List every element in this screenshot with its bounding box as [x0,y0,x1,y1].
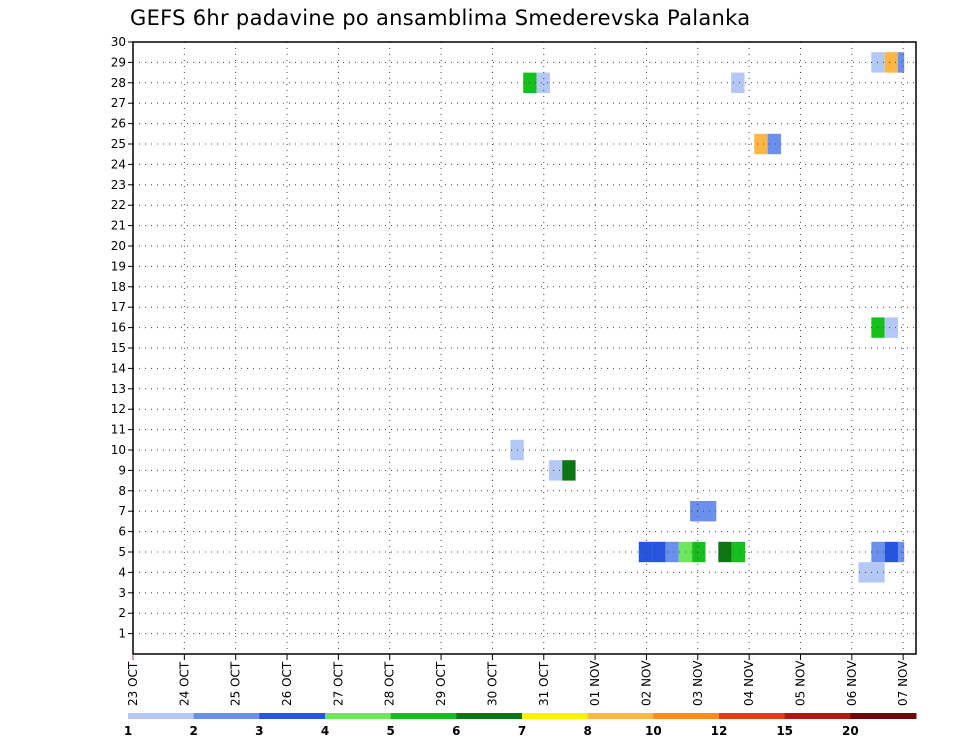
heat-cell [884,317,899,338]
y-tick-label: 20 [111,239,126,253]
colorbar-swatch [587,713,654,719]
x-tick-label: 27 OCT [331,661,345,706]
colorbar-swatch [719,713,786,719]
heat-cell [718,541,732,563]
heat-cell [731,72,745,93]
y-tick-label: 15 [111,341,126,355]
heat-cell [767,133,781,155]
y-tick-label: 7 [118,504,126,518]
colorbar-label: 3 [255,724,263,738]
heat-cell [871,52,885,73]
heat-cell [692,541,706,563]
colorbar-swatch [390,713,457,719]
y-tick-label: 21 [111,219,126,233]
colorbar-label: 6 [452,724,460,738]
colorbar-label: 8 [583,724,591,738]
x-tick-label: 06 NOV [845,660,859,706]
colorbar-label: 10 [645,724,662,738]
x-tick-label: 07 NOV [896,660,910,706]
colorbar-swatch [784,713,851,719]
axes-layer: 1234567891011121314151617181920212223242… [111,35,917,706]
y-tick-label: 24 [111,157,126,171]
y-tick-label: 1 [118,627,126,641]
y-tick-label: 8 [118,484,126,498]
heat-cell [665,541,679,563]
colorbar-label: 2 [189,724,197,738]
x-tick-label: 02 NOV [639,660,653,706]
colorbar-swatch [325,713,392,719]
colorbar-swatch [850,713,917,719]
heat-cell [871,541,885,563]
x-tick-label: 03 NOV [691,660,705,706]
y-tick-label: 19 [111,259,126,273]
x-tick-label: 04 NOV [742,660,756,706]
colorbar-swatch [456,713,523,719]
colorbar-label: 7 [518,724,526,738]
x-tick-label: 28 OCT [383,661,397,706]
x-tick-label: 29 OCT [434,661,448,706]
x-tick-label: 23 OCT [126,661,140,706]
heat-cell [562,460,576,481]
colorbar-label: 12 [711,724,728,738]
x-tick-label: 01 NOV [588,660,602,706]
colorbar-label: 4 [321,724,329,738]
y-tick-label: 12 [111,402,126,416]
heat-cell [884,541,899,563]
y-tick-label: 26 [111,117,126,131]
y-tick-label: 14 [111,361,126,375]
colorbar: 1 2 3 4 5 6 7 8 10 12 15 20 [124,713,917,738]
y-tick-label: 29 [111,55,126,69]
y-tick-label: 27 [111,96,126,110]
y-tick-label: 13 [111,382,126,396]
colorbar-swatch [653,713,720,719]
y-tick-label: 3 [118,586,126,600]
y-tick-label: 9 [118,463,126,477]
colorbar-label: 20 [842,724,859,738]
colorbar-label: 15 [776,724,793,738]
plot-frame [132,41,917,655]
colorbar-swatch [259,713,326,719]
y-tick-label: 4 [118,565,126,579]
heat-cell [731,541,746,563]
x-tick-label: 05 NOV [793,660,807,706]
x-tick-label: 26 OCT [280,661,294,706]
cells-layer [510,52,905,583]
y-tick-label: 22 [111,198,126,212]
y-tick-label: 30 [111,35,126,49]
y-tick-label: 2 [118,606,126,620]
heat-cell [884,52,899,73]
colorbar-swatch [522,713,589,719]
heat-cell [638,541,653,563]
y-tick-label: 23 [111,178,126,192]
colorbar-swatch [193,713,260,719]
colorbar-label: 1 [124,724,132,738]
y-tick-label: 18 [111,280,126,294]
y-tick-label: 10 [111,443,126,457]
y-tick-label: 6 [118,525,126,539]
chart-title: GEFS 6hr padavine po ansamblima Smederev… [130,6,751,30]
grid-layer [133,42,916,654]
y-tick-label: 11 [111,423,126,437]
y-tick-label: 28 [111,76,126,90]
heat-cell [548,460,563,481]
y-tick-label: 25 [111,137,126,151]
y-tick-label: 16 [111,321,126,335]
x-tick-label: 25 OCT [229,661,243,706]
heat-cell [871,317,885,338]
colorbar-label: 5 [386,724,394,738]
y-tick-label: 17 [111,300,126,314]
heat-cell [754,133,768,155]
colorbar-swatch [128,713,195,719]
x-tick-label: 24 OCT [177,661,191,706]
heat-cell [536,72,550,93]
heat-cell [652,541,666,563]
y-tick-label: 5 [118,545,126,559]
x-tick-label: 31 OCT [537,661,551,706]
x-tick-label: 30 OCT [485,661,499,706]
